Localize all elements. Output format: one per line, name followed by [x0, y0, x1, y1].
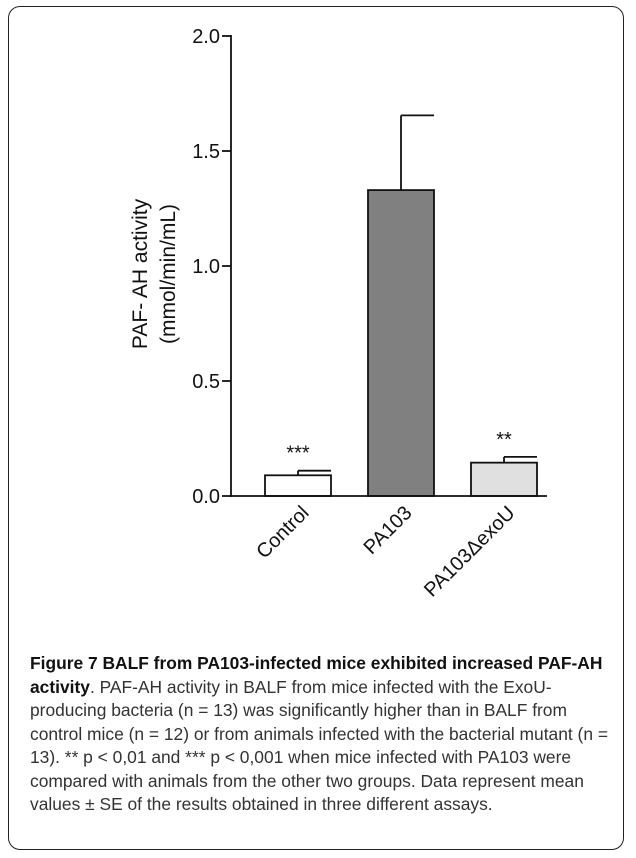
significance-label-0: *** [286, 443, 310, 465]
caption-lead: Figure 7 BALF from PA103-infected mice e… [30, 653, 603, 697]
significance-label-2: ** [496, 429, 512, 451]
y-tick-label-0: 0.0 [192, 486, 220, 508]
figure-frame [8, 6, 624, 850]
caption-body: . PAF-AH activity in BALF from mice infe… [30, 676, 609, 815]
y-axis: 0.0 0.5 1.0 1.5 2.0 [192, 26, 232, 508]
x-tick-label-2: PA103ΔexoU [420, 502, 519, 601]
y-tick-label-4: 2.0 [192, 26, 220, 48]
bar-2 [470, 461, 538, 497]
bar-chart: 0.00.51.01.52.0 ***** Control PA103 PA103Δ… [129, 26, 547, 601]
y-axis-label-line2: (mmol/min/mL) [157, 204, 180, 344]
figure-caption: Figure 7 BALF from PA103-infected mice e… [30, 652, 615, 817]
bar-1 [367, 189, 435, 497]
y-tick-label-3: 1.5 [192, 141, 220, 163]
bars-group: ***** [264, 114, 538, 497]
y-tick-label-1: 0.5 [192, 371, 220, 393]
x-tick-label-0: Control [252, 502, 313, 563]
y-axis-label-line1: PAF- AH activity [129, 198, 152, 349]
bar-0 [264, 474, 332, 497]
x-tick-label-1: PA103 [360, 502, 417, 559]
y-tick-label-2: 1.0 [192, 256, 220, 278]
x-axis-labels: Control PA103 PA103ΔexoU [231, 495, 547, 601]
